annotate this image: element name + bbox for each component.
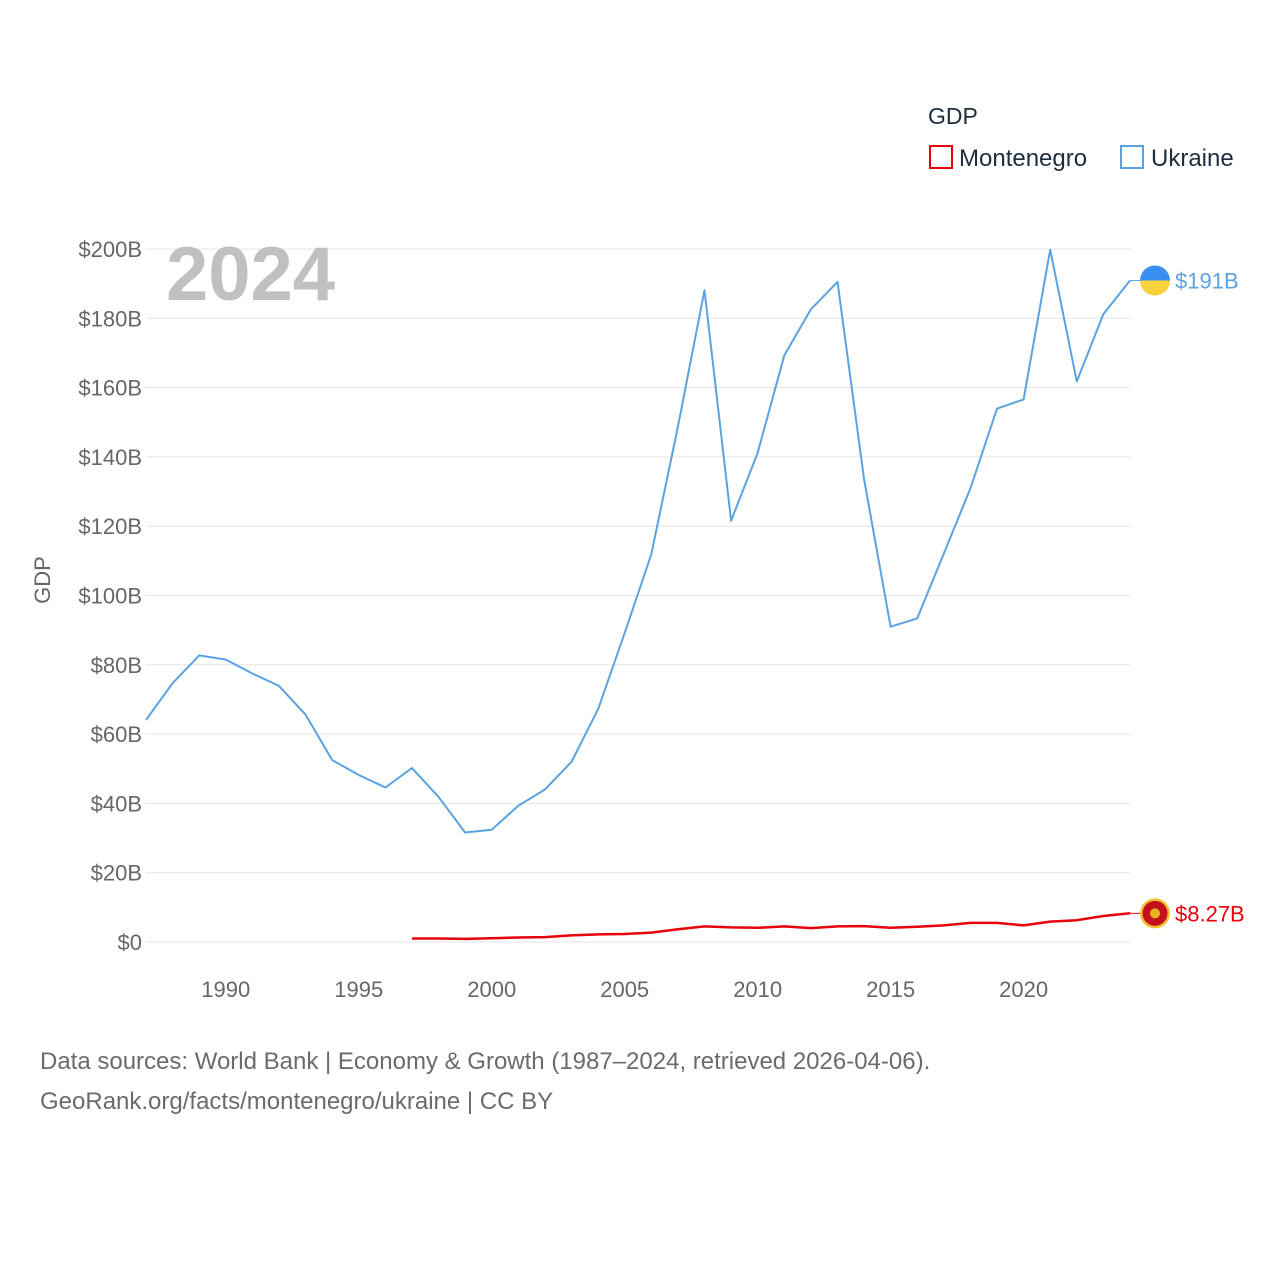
source-line-2[interactable]: GeoRank.org/facts/montenegro/ukraine | C… [40,1088,554,1115]
y-axis-ticks: $0 $20B $40B $60B $80B $100B $120B $140B $160B $1… [78,237,142,955]
x-tick-label: 1990 [201,977,250,1002]
year-label: 2024 [166,232,335,317]
legend-title: GDP [928,103,978,129]
x-tick-label: 1995 [334,977,383,1002]
y-tick-label: $0 [118,930,142,955]
x-tick-label: 2015 [866,977,915,1002]
end-label-montenegro: $8.27B [1175,901,1245,926]
source-note: Data sources: World Bank | Economy & Gro… [40,1042,930,1122]
y-tick-label: $120B [78,514,142,539]
legend-label-ukraine: Ukraine [1151,145,1234,172]
legend-swatch-ukraine [1120,145,1144,169]
legend-item-montenegro[interactable]: Montenegro [929,145,1087,172]
y-tick-label: $160B [78,376,142,401]
y-tick-label: $180B [78,306,142,331]
y-tick-label: $20B [91,861,142,886]
y-tick-label: $100B [78,584,142,609]
x-tick-label: 2005 [600,977,649,1002]
y-tick-label: $200B [78,237,142,262]
y-tick-label: $60B [91,722,142,747]
legend-item-ukraine[interactable]: Ukraine [1120,145,1234,172]
x-tick-label: 2010 [733,977,782,1002]
y-tick-label: $40B [91,791,142,816]
legend[interactable]: GDP Montenegro Ukraine [928,103,1234,172]
series-line-montenegro[interactable] [411,912,1131,941]
source-line-1: Data sources: World Bank | Economy & Gro… [40,1048,931,1075]
end-markers: $8.27B $191B [1130,265,1245,929]
y-tick-label: $80B [91,653,142,678]
y-tick-label: $140B [78,445,142,470]
x-tick-label: 2000 [467,977,516,1002]
flag-icon-ukraine [1140,265,1170,296]
series-lines [145,248,1131,941]
y-axis-label: GDP [30,556,55,604]
legend-label-montenegro: Montenegro [959,145,1087,172]
end-label-ukraine: $191B [1175,269,1239,294]
x-tick-label: 2020 [999,977,1048,1002]
legend-swatch-montenegro [929,145,953,169]
flag-icon-montenegro [1140,898,1170,929]
x-axis-ticks: 1990 1995 2000 2005 2010 2015 2020 [201,977,1048,1002]
series-line-ukraine[interactable] [145,248,1131,834]
